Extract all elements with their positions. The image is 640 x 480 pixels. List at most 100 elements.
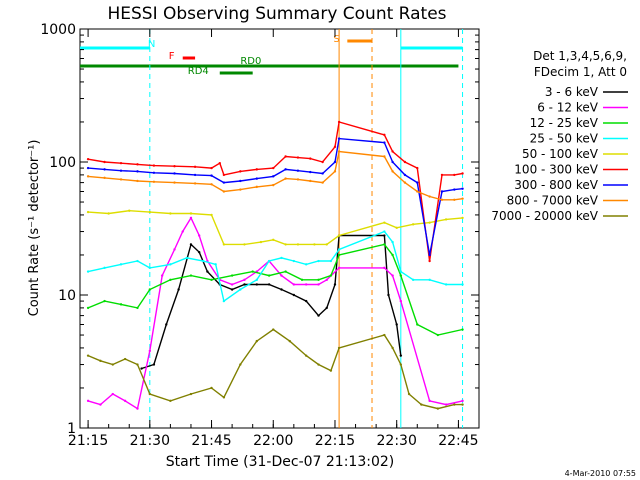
series-point bbox=[193, 182, 197, 185]
series-point bbox=[119, 169, 123, 172]
series-point bbox=[267, 259, 271, 263]
series-point bbox=[148, 392, 152, 396]
series-point bbox=[317, 314, 320, 317]
y-axis-ticks: 1 10 100 1000 bbox=[40, 22, 479, 437]
series-point bbox=[148, 266, 152, 270]
vertical-markers bbox=[149, 29, 464, 428]
series-point bbox=[136, 179, 139, 183]
series-point bbox=[461, 399, 464, 403]
series-point bbox=[222, 190, 226, 193]
series-point bbox=[193, 173, 197, 177]
series-point bbox=[337, 248, 341, 251]
series-line bbox=[87, 328, 463, 410]
series-point bbox=[136, 259, 139, 263]
series-point bbox=[239, 288, 242, 291]
series-point bbox=[210, 183, 213, 186]
legend-label: 12 - 25 keV bbox=[530, 116, 599, 130]
series-point bbox=[428, 278, 431, 282]
series-point bbox=[416, 181, 419, 184]
series-point bbox=[304, 283, 308, 286]
series-point bbox=[86, 270, 90, 273]
series-point bbox=[239, 170, 242, 173]
series-point bbox=[243, 283, 246, 286]
series-point bbox=[337, 253, 341, 257]
series-point bbox=[173, 164, 176, 168]
series-point bbox=[255, 278, 258, 282]
series-point bbox=[189, 216, 193, 220]
series-point bbox=[222, 181, 226, 184]
series-point bbox=[440, 190, 444, 193]
series-point bbox=[296, 169, 300, 172]
series-point bbox=[267, 274, 271, 277]
series-point bbox=[387, 293, 390, 297]
legend-label: 800 - 7000 keV bbox=[507, 194, 599, 208]
y-tick-label: 1 bbox=[67, 421, 76, 437]
series-point bbox=[325, 278, 328, 282]
series-point bbox=[189, 274, 193, 277]
x-tick-label: 22:15 bbox=[315, 433, 355, 449]
series-point bbox=[103, 168, 106, 171]
series-point bbox=[206, 270, 209, 273]
series-point bbox=[169, 399, 172, 403]
series-point bbox=[461, 197, 464, 200]
series-point bbox=[169, 263, 172, 266]
series-point bbox=[383, 141, 386, 144]
series-point bbox=[210, 213, 213, 217]
series-point bbox=[210, 174, 213, 177]
series-point bbox=[136, 306, 139, 310]
series-point bbox=[325, 306, 328, 310]
series-point bbox=[317, 283, 320, 286]
series-point bbox=[416, 323, 419, 326]
series-point bbox=[119, 263, 123, 266]
series-point bbox=[325, 243, 328, 246]
series-point bbox=[152, 164, 156, 167]
series-point bbox=[383, 133, 386, 137]
series-line bbox=[141, 234, 402, 370]
series-point bbox=[333, 283, 337, 286]
series-point bbox=[111, 363, 114, 366]
series-point bbox=[317, 259, 320, 263]
series-point bbox=[218, 161, 221, 165]
series-point bbox=[169, 278, 172, 282]
series-point bbox=[292, 259, 296, 263]
series-point bbox=[337, 137, 341, 140]
series-point bbox=[391, 274, 394, 277]
series-point bbox=[333, 145, 337, 149]
series-point bbox=[453, 173, 456, 177]
series-point bbox=[119, 303, 123, 306]
series-point bbox=[337, 150, 341, 153]
series-point bbox=[222, 396, 226, 399]
series-point bbox=[304, 299, 308, 303]
series-point bbox=[210, 386, 213, 390]
series-point bbox=[329, 259, 333, 263]
series-point bbox=[444, 218, 448, 221]
series-point bbox=[440, 198, 444, 201]
series-point bbox=[296, 156, 300, 159]
series-point bbox=[222, 243, 226, 246]
series-point bbox=[239, 363, 242, 366]
series-point bbox=[383, 333, 386, 337]
series-point bbox=[284, 155, 287, 158]
flag-label-rd4: RD4 bbox=[188, 66, 209, 77]
series-line bbox=[88, 137, 463, 256]
series-point bbox=[399, 354, 403, 357]
series-point bbox=[243, 243, 246, 246]
series-point bbox=[152, 180, 156, 183]
series-point bbox=[300, 278, 304, 282]
series-point bbox=[136, 163, 139, 166]
series-point bbox=[428, 259, 431, 263]
series-point bbox=[86, 175, 90, 178]
series-point bbox=[403, 173, 407, 177]
series-point bbox=[329, 274, 333, 277]
series-point bbox=[453, 403, 456, 406]
series-line bbox=[88, 150, 463, 201]
series-point bbox=[210, 166, 213, 170]
series-point bbox=[148, 288, 152, 291]
series-point bbox=[222, 299, 226, 303]
series-point bbox=[461, 328, 464, 331]
series-point bbox=[230, 288, 234, 291]
series-point bbox=[107, 212, 110, 215]
series-point bbox=[428, 399, 431, 403]
series-point bbox=[103, 160, 106, 164]
